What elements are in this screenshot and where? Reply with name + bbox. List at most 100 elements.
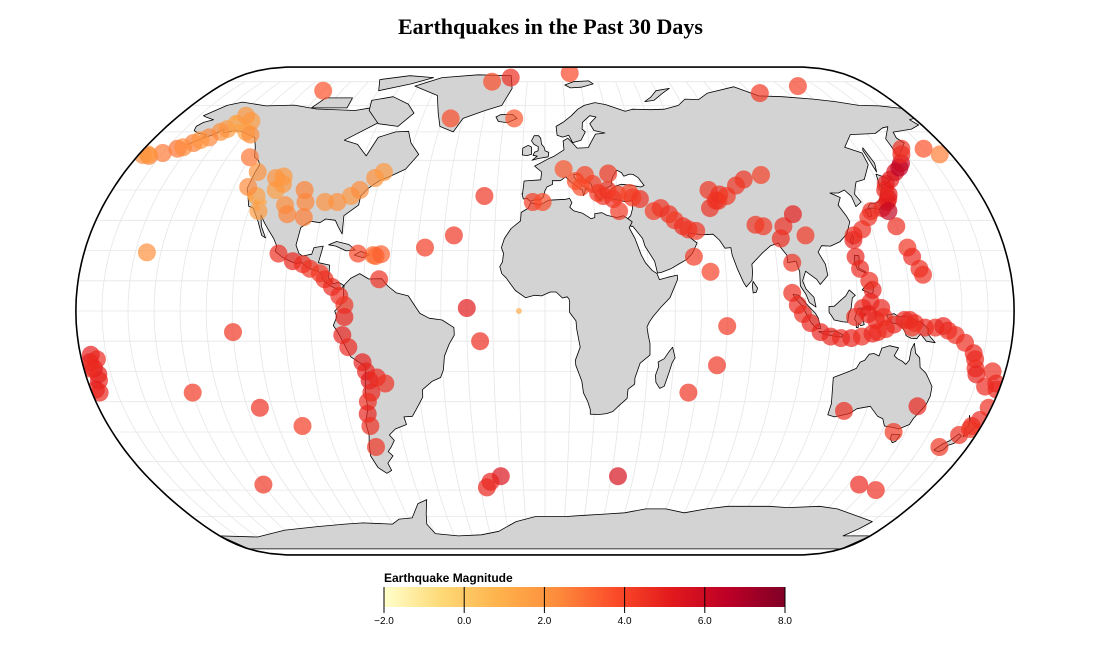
legend-tick-label: 2.0	[537, 616, 551, 627]
earthquake-marker[interactable]	[783, 253, 802, 272]
earthquake-marker[interactable]	[908, 397, 927, 416]
earthquake-marker[interactable]	[554, 160, 573, 179]
earthquake-marker[interactable]	[376, 374, 395, 393]
earthquake-marker[interactable]	[983, 362, 1002, 381]
earthquake-marker[interactable]	[930, 438, 949, 456]
earthquake-marker[interactable]	[687, 221, 706, 240]
land-svalbard	[564, 80, 594, 89]
earthquake-marker[interactable]	[884, 423, 903, 441]
earthquake-marker[interactable]	[294, 208, 313, 227]
earthquake-marker[interactable]	[701, 199, 719, 218]
earthquake-marker[interactable]	[771, 229, 790, 248]
earthquake-marker[interactable]	[471, 332, 490, 351]
earthquake-marker[interactable]	[370, 270, 389, 289]
earthquake-marker[interactable]	[788, 77, 807, 96]
world-map[interactable]	[0, 0, 1101, 560]
earthquake-marker[interactable]	[599, 164, 618, 183]
earthquake-marker[interactable]	[734, 170, 753, 189]
earthquake-marker[interactable]	[457, 299, 476, 317]
earthquake-marker[interactable]	[879, 202, 898, 221]
earthquake-marker[interactable]	[240, 148, 259, 167]
earthquake-marker[interactable]	[575, 166, 594, 184]
earthquake-marker[interactable]	[961, 420, 979, 438]
earthquake-marker[interactable]	[501, 68, 520, 87]
earthquake-marker[interactable]	[314, 81, 333, 100]
earthquake-marker[interactable]	[699, 181, 718, 199]
earthquake-marker[interactable]	[139, 145, 157, 164]
earthquake-marker[interactable]	[237, 106, 256, 125]
earthquake-marker[interactable]	[475, 187, 494, 205]
earthquake-marker[interactable]	[835, 401, 853, 420]
earthquake-marker[interactable]	[416, 238, 434, 257]
earthquake-marker[interactable]	[610, 202, 629, 221]
earthquake-marker[interactable]	[850, 475, 869, 494]
earthquake-marker[interactable]	[137, 243, 156, 262]
earthquake-marker[interactable]	[796, 226, 815, 245]
earthquake-marker[interactable]	[174, 138, 193, 157]
legend-tick-label: −2.0	[374, 616, 394, 627]
earthquake-marker[interactable]	[239, 178, 258, 196]
earthquake-marker[interactable]	[269, 244, 288, 263]
earthquake-marker[interactable]	[900, 311, 919, 329]
earthquake-marker[interactable]	[708, 356, 726, 375]
earthquake-marker[interactable]	[750, 84, 769, 103]
earthquake-marker[interactable]	[273, 175, 292, 193]
earthquake-marker[interactable]	[679, 383, 698, 402]
earthquake-marker[interactable]	[609, 467, 627, 486]
earthquake-marker[interactable]	[232, 115, 239, 122]
earthquake-marker[interactable]	[684, 247, 703, 266]
earthquake-marker[interactable]	[153, 144, 172, 162]
legend-tick-label: 0.0	[457, 616, 471, 627]
earthquake-marker[interactable]	[224, 323, 242, 342]
earthquake-marker[interactable]	[249, 202, 268, 221]
earthquake-marker[interactable]	[533, 193, 552, 211]
earthquake-marker[interactable]	[623, 188, 642, 207]
earthquake-marker[interactable]	[374, 163, 393, 181]
earthquake-marker[interactable]	[930, 145, 949, 164]
earthquake-marker[interactable]	[560, 64, 579, 83]
earthquake-marker[interactable]	[859, 305, 878, 323]
earthquake-marker[interactable]	[349, 244, 367, 263]
earthquake-marker[interactable]	[260, 199, 267, 205]
earthquake-marker[interactable]	[866, 481, 885, 500]
earthquake-marker[interactable]	[752, 166, 770, 184]
earthquake-marker[interactable]	[372, 245, 390, 264]
earthquake-marker[interactable]	[295, 181, 314, 199]
earthquake-marker[interactable]	[783, 205, 802, 224]
earthquake-marker[interactable]	[90, 383, 109, 402]
earthquake-marker[interactable]	[293, 417, 312, 435]
earthquake-marker[interactable]	[328, 193, 347, 211]
earthquake-marker[interactable]	[339, 338, 358, 357]
earthquake-marker[interactable]	[350, 181, 369, 199]
earthquake-marker[interactable]	[914, 265, 932, 284]
earthquake-marker[interactable]	[254, 475, 273, 494]
earthquake-marker[interactable]	[191, 131, 210, 150]
earthquake-marker[interactable]	[483, 72, 502, 91]
earthquake-marker[interactable]	[477, 478, 496, 497]
earthquake-marker[interactable]	[754, 217, 773, 236]
earthquake-marker[interactable]	[316, 193, 334, 211]
earthquake-marker[interactable]	[914, 139, 933, 158]
earthquake-marker[interactable]	[846, 247, 865, 266]
earthquake-marker[interactable]	[278, 205, 297, 224]
earthquake-marker[interactable]	[441, 109, 460, 128]
earthquake-marker[interactable]	[701, 262, 720, 281]
earthquake-marker[interactable]	[183, 383, 202, 402]
earthquake-marker[interactable]	[361, 417, 380, 435]
earthquake-marker[interactable]	[515, 308, 522, 314]
land-sri-lanka	[751, 281, 758, 294]
earthquake-marker[interactable]	[250, 398, 269, 417]
earthquake-marker[interactable]	[241, 125, 260, 144]
earthquake-marker[interactable]	[718, 317, 737, 336]
earthquake-marker[interactable]	[505, 109, 524, 128]
earthquake-marker[interactable]	[444, 226, 463, 245]
earthquake-marker[interactable]	[87, 350, 106, 369]
magnitude-legend: −2.0 0.0 2.0 4.0 6.0 8.0	[374, 587, 792, 627]
earthquake-marker[interactable]	[892, 139, 911, 158]
earthquake-marker[interactable]	[367, 438, 385, 456]
earthquake-marker[interactable]	[335, 308, 354, 326]
earthquake-marker[interactable]	[887, 217, 906, 236]
earthquake-marker[interactable]	[248, 163, 267, 181]
earthquake-marker[interactable]	[976, 377, 995, 396]
legend-tick-label: 8.0	[778, 616, 792, 627]
